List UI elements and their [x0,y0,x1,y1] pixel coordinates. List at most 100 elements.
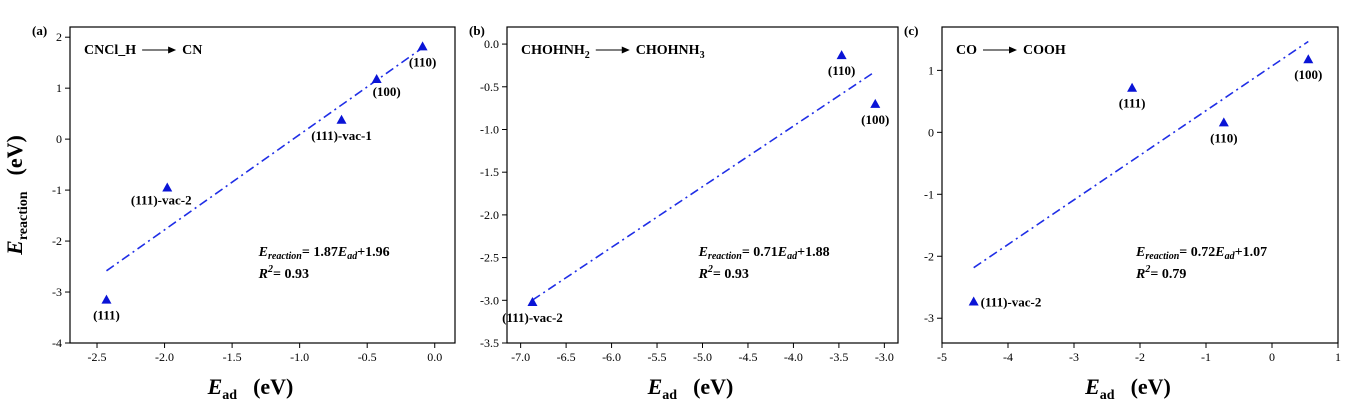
eq-intercept: +1.96 [357,245,389,260]
y-tick-label: -3.5 [480,336,499,350]
y-tick-label: 2 [56,30,62,44]
data-point-label: (111)-vac-2 [981,294,1042,309]
x-tick-label: -3 [1069,350,1079,364]
x-tick-label: -2 [1135,350,1145,364]
y-tick-label: 0.0 [484,37,499,51]
fit-line [532,70,876,301]
y-tick-label: 0 [928,125,934,139]
x-tick-label: -1.5 [223,350,242,364]
panel-tag: (c) [904,23,918,38]
reaction-to-text: CHOHNH [636,43,700,58]
eq-slope: = 1.87 [302,245,338,260]
x-tick-label: -6.0 [602,350,621,364]
fit-equation: Ereaction= 0.71Ead+1.88 [698,245,830,262]
r2-symbol: R [1135,267,1145,282]
x-axis-title-main: E [647,374,663,399]
r2-value: = 0.93 [273,267,309,282]
reaction-from: CO [956,43,977,58]
y-tick-label: 1 [928,63,934,77]
fit-equation: Ereaction= 0.72Ead+1.07 [1135,245,1267,262]
x-axis-title-main: E [207,374,223,399]
reaction-from-text: CNCl_H [84,43,136,58]
data-point-marker [101,294,112,304]
x-axis-title-unit: (eV) [693,374,733,399]
y-axis-title-main: E [2,240,27,256]
x-tick-label: -3.5 [829,350,848,364]
x-axis-title: Ead (eV) [1084,374,1171,403]
data-point-marker [527,297,538,307]
y-tick-label: -1 [52,183,62,197]
x-tick-label: -5.0 [693,350,712,364]
reaction-from-text: CHOHNH [521,43,585,58]
x-tick-label: -0.5 [358,350,377,364]
eq-intercept: +1.07 [1235,245,1267,260]
data-point-marker [417,41,428,51]
data-point-marker [870,98,881,108]
eq-intercept: +1.88 [797,245,829,260]
r2-value: = 0.79 [1150,267,1186,282]
x-tick-label: -2.5 [88,350,107,364]
data-point-label: (100) [1294,67,1322,82]
fit-line [106,47,424,272]
panel-tag: (b) [469,23,485,38]
eq-var: E [777,245,787,260]
reaction-to-sub: 3 [700,50,705,61]
fit-line [973,40,1309,269]
data-point-label: (111) [1119,96,1146,111]
data-point-label: (110) [828,63,855,78]
x-tick-label: -2.0 [155,350,174,364]
r-squared: R2= 0.79 [1135,264,1186,282]
reaction-to: COOH [1023,43,1066,58]
reaction-from: CHOHNH2 [521,43,590,61]
fit-equation: Ereaction= 1.87Ead+1.96 [258,245,390,262]
chart-panel-2: -7.0 -6.5 -6.0 -5.5 -5.0 -4.5 -4.0 -3.5 -3.0 -3.5… [469,23,899,403]
panel-tag: (a) [32,23,47,38]
data-point-label: (111)-vac-1 [311,128,372,143]
x-tick-label: -6.5 [557,350,576,364]
data-point-label: (110) [409,54,436,69]
y-tick-label: -1.0 [480,122,499,136]
eq-lhs-sub: reaction [708,251,742,262]
data-point-marker [336,114,347,124]
r-squared: R2= 0.93 [258,264,309,282]
data-point-marker [162,182,173,192]
data-point-marker [1218,117,1229,127]
data-point-label: (100) [861,112,889,127]
y-tick-label: -2 [924,249,934,263]
eq-var-sub: ad [787,251,798,262]
chart-panel-3: -5 -4 -3 -2 -1 0 1 -3 -2 -1 0 1 (c) CO COOH (111)-vac-2… [904,23,1341,403]
x-tick-label: -4.5 [738,350,757,364]
r-squared: R2= 0.93 [698,264,749,282]
eq-slope: = 0.71 [742,245,778,260]
reaction-from: CNCl_H [84,43,136,58]
y-tick-label: 1 [56,81,62,95]
r2-value: = 0.93 [713,267,749,282]
reaction-arrow-head [1009,46,1017,54]
eq-lhs: E [1135,245,1145,260]
reaction-arrow-head [168,46,177,54]
svg-text:Ereaction(eV): Ereaction (eV) [2,135,31,256]
y-axis-title-unit: (eV) [2,135,27,175]
data-point-marker [1303,54,1314,64]
data-point-label: (111) [93,308,120,323]
x-tick-label: -7.0 [511,350,530,364]
y-tick-label: -3.0 [480,293,499,307]
data-point-label: (111)-vac-2 [131,193,192,208]
x-tick-label: -5 [937,350,947,364]
eq-lhs-sub: reaction [268,251,302,262]
x-axis-title-sub: ad [1100,388,1115,403]
data-point-marker [1127,82,1138,92]
r2-exponent: 2 [707,264,713,275]
x-tick-label: -1 [1201,350,1211,364]
eq-var-sub: ad [1225,251,1236,262]
x-axis-title-sub: ad [222,388,237,403]
x-tick-label: -3.0 [875,350,894,364]
reaction-to-text: COOH [1023,43,1066,58]
y-tick-label: -0.5 [480,80,499,94]
x-axis-title-unit: (eV) [1131,374,1171,399]
y-tick-label: -1.5 [480,165,499,179]
eq-var-sub: ad [347,251,358,262]
data-point-marker [836,50,847,60]
eq-lhs-sub: reaction [1145,251,1179,262]
